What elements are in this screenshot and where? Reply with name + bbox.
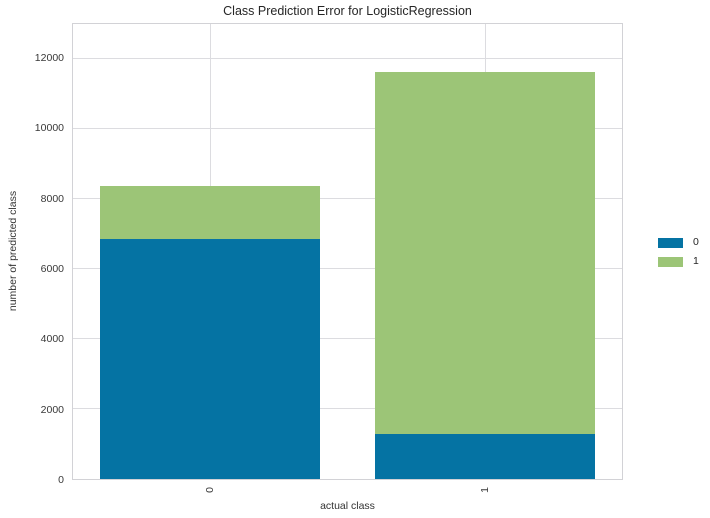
y-tick-label: 0 <box>58 474 64 486</box>
x-axis-label: actual class <box>320 500 375 512</box>
gridline-y-6000 <box>73 268 622 269</box>
legend-swatch-0 <box>658 237 683 248</box>
gridline-y-4000 <box>73 338 622 339</box>
gridline-y-8000 <box>73 198 622 199</box>
bar-0-segment-predicted-1 <box>100 185 321 239</box>
y-tick-label: 6000 <box>40 263 64 276</box>
y-tick-label: 10000 <box>34 122 64 135</box>
y-tick-label: 2000 <box>40 403 64 416</box>
plot-area <box>72 23 623 480</box>
y-tick-label: 4000 <box>40 333 64 346</box>
x-tick-label: 0 <box>203 487 216 493</box>
gridline-y-12000 <box>73 58 622 59</box>
bar-1-segment-predicted-1 <box>374 72 595 435</box>
y-tick-label: 12000 <box>34 52 64 65</box>
bar-0 <box>100 24 321 479</box>
gridline-y-2000 <box>73 408 622 409</box>
bars-layer <box>73 24 622 479</box>
legend-entry-0: 0 <box>658 233 699 252</box>
y-tick-labels: 0 2000 4000 6000 8000 10000 12000 <box>0 23 64 486</box>
legend-entry-1: 1 <box>658 252 699 271</box>
x-tick-label: 1 <box>479 487 492 493</box>
gridline-y-10000 <box>73 128 622 129</box>
legend-label: 0 <box>693 236 699 248</box>
chart-title: Class Prediction Error for LogisticRegre… <box>223 4 472 18</box>
bar-1 <box>374 24 595 479</box>
y-tick-label: 8000 <box>40 192 64 205</box>
bar-0-segment-predicted-0 <box>100 238 321 479</box>
legend-label: 1 <box>693 255 699 267</box>
legend-swatch-1 <box>658 256 683 267</box>
bar-1-segment-predicted-0 <box>374 434 595 479</box>
